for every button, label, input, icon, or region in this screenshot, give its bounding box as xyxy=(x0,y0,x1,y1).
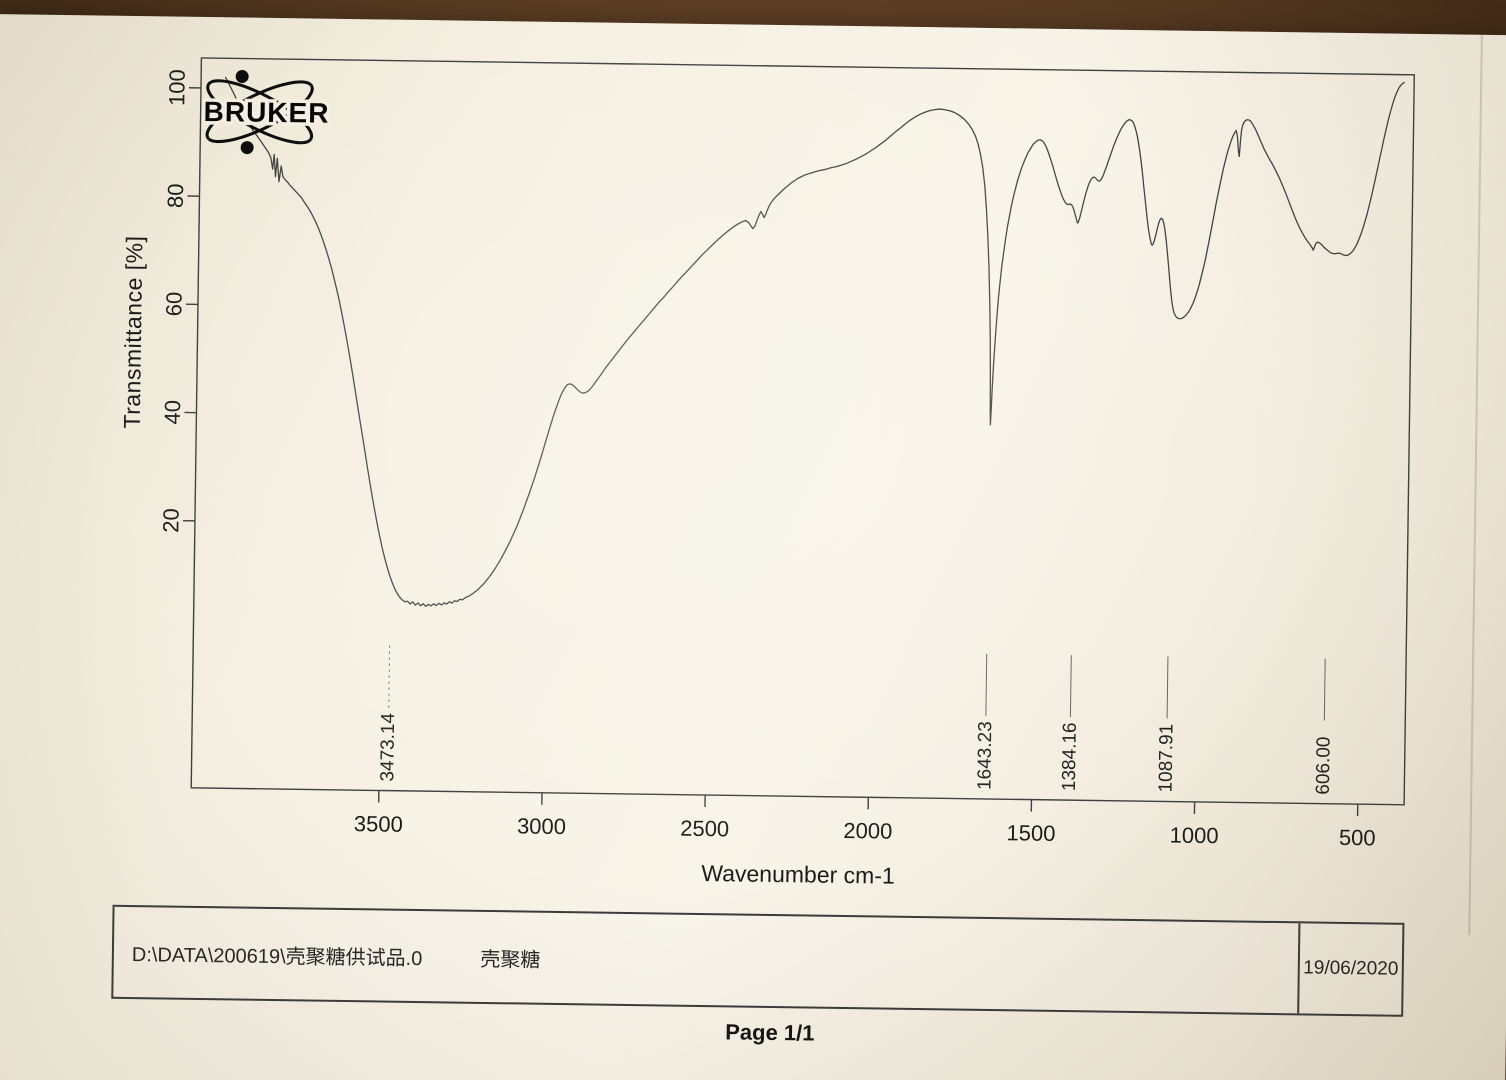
peak-label: 606.00 xyxy=(1313,736,1335,794)
y-tick-label: 20 xyxy=(158,508,183,533)
x-tick-label: 1500 xyxy=(1006,820,1055,846)
y-tick-label: 80 xyxy=(163,183,188,208)
y-axis-title: Transmittance [%] xyxy=(118,235,148,429)
peak-leader-line xyxy=(1323,658,1326,721)
plot-frame xyxy=(190,57,1415,806)
bruker-logo-text: BRUKER xyxy=(203,96,329,129)
y-tick-label: 40 xyxy=(160,400,185,425)
peak-leader-line xyxy=(388,645,391,708)
x-tick-label: 2000 xyxy=(843,818,892,844)
scan-paper: 3500 3000 2500 2000 1500 1000 500 20 40 60 80 100 34… xyxy=(0,14,1506,1080)
bruker-logo: BRUKER xyxy=(200,69,333,155)
atom-orbits-icon xyxy=(205,69,314,155)
x-tick-label: 3000 xyxy=(517,813,566,839)
x-tick-label: 2500 xyxy=(680,816,729,842)
peak-label: 1087.91 xyxy=(1156,724,1178,793)
peak-leader-line xyxy=(1166,656,1169,719)
y-tick-label: 60 xyxy=(161,292,186,317)
x-axis-title: Wavenumber cm-1 xyxy=(701,859,895,889)
peak-label: 1643.23 xyxy=(974,721,996,790)
peak-label: 3473.14 xyxy=(377,712,399,781)
spectrum-plot: 3500 3000 2500 2000 1500 1000 500 20 40 60 80 100 34… xyxy=(158,57,1415,851)
peak-leader-line xyxy=(1069,655,1072,718)
footer-info-box: D:\DATA\200619\壳聚糖供试品.0 壳聚糖 19/06/2020 xyxy=(111,904,1405,1017)
peak-label: 1384.16 xyxy=(1059,722,1081,791)
date-cell: 19/06/2020 xyxy=(1297,923,1403,1015)
x-tick-label: 500 xyxy=(1339,825,1376,851)
page-number: Page 1/1 xyxy=(725,1019,815,1046)
y-tick-label: 100 xyxy=(164,69,190,106)
peak-leader-line xyxy=(985,653,988,716)
sample-name: 壳聚糖 xyxy=(480,948,541,972)
x-tick-label: 3500 xyxy=(354,811,403,837)
spectrum-curve xyxy=(224,76,1406,608)
file-path: D:\DATA\200619\壳聚糖供试品.0 xyxy=(131,943,423,970)
x-tick-label: 1000 xyxy=(1169,823,1218,849)
